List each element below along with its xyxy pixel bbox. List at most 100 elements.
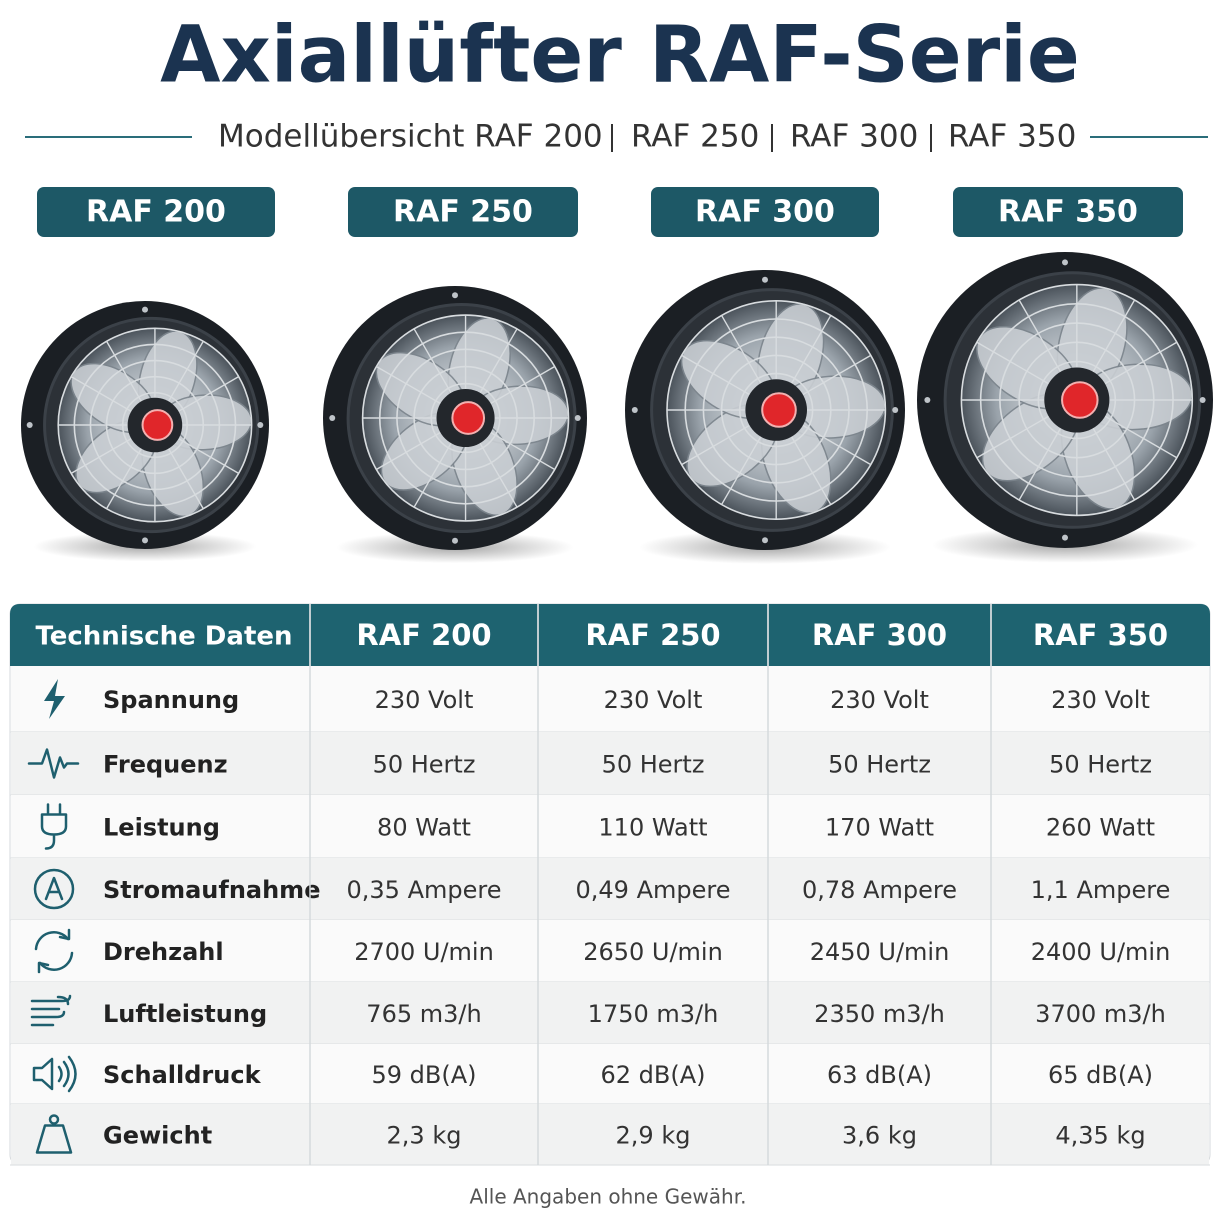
cell-value: 3700 m3/h [1035, 1000, 1166, 1028]
badge-label: RAF 300 [695, 195, 835, 230]
fan-cap [761, 392, 797, 428]
row-label: Gewicht [103, 1122, 212, 1150]
column-header: RAF 350 [1033, 618, 1168, 652]
cell-value: 63 dB(A) [827, 1061, 932, 1089]
column-header: Technische Daten [35, 622, 292, 652]
cell-value: 230 Volt [375, 686, 474, 714]
icon-part [27, 748, 80, 779]
row-icon [40, 803, 68, 850]
badge-label: RAF 200 [86, 195, 226, 230]
cell-value: 1,1 Ampere [1031, 876, 1171, 904]
cell-value: 4,35 kg [1055, 1122, 1145, 1150]
row-label: Schalldruck [103, 1061, 262, 1089]
cell-value: 230 Volt [830, 686, 929, 714]
icon-part [35, 1124, 73, 1154]
spec-table: Technische Daten RAF 200 RAF 250 RAF 300 RAF… [9, 603, 1211, 1166]
icon-part [48, 1114, 60, 1125]
cell-value: 110 Watt [598, 814, 707, 842]
fan-hole [26, 422, 33, 428]
badge-label: RAF 250 [393, 195, 533, 230]
row-bg [11, 732, 1209, 795]
fan-hole [762, 537, 768, 544]
row-label: Leistung [103, 814, 220, 842]
cell-value: 80 Watt [377, 814, 471, 842]
row-icon [27, 748, 80, 779]
fan-hole [1199, 397, 1206, 403]
fan-cap [1061, 381, 1099, 419]
cell-value: 2,3 kg [387, 1122, 462, 1150]
fan-hole [142, 537, 148, 544]
cell-value: 2450 U/min [810, 938, 950, 966]
cell-value: 62 dB(A) [600, 1061, 705, 1089]
cell-value: 50 Hertz [373, 751, 476, 779]
cell-value: 0,78 Ampere [802, 876, 957, 904]
icon-part [56, 995, 70, 1006]
fan [323, 286, 587, 564]
fan-hole [329, 415, 336, 421]
icon-part [40, 803, 68, 850]
subtitle: Modellübersicht RAF 200 RAF 250 RAF 300 RAF… [218, 119, 1076, 155]
fan-hole [574, 415, 581, 421]
cell-value: 765 m3/h [366, 1000, 481, 1028]
row-icon [44, 679, 65, 719]
fan-hole [924, 397, 931, 403]
fan [625, 270, 905, 564]
row-label: Luftleistung [103, 1000, 267, 1028]
icon-part [32, 1057, 54, 1091]
icon-part [44, 876, 64, 901]
fan-hole [452, 537, 458, 544]
column-header: RAF 250 [585, 618, 720, 652]
row-label: Stromaufnahme [103, 876, 320, 904]
row-icon [34, 928, 74, 974]
subtitle-part: RAF 300 [790, 119, 918, 155]
icon-part [34, 931, 74, 971]
badge-label: RAF 350 [998, 195, 1138, 230]
row-bg [11, 1104, 1209, 1165]
fan-hole [452, 292, 458, 299]
row-icon [33, 868, 75, 910]
fan-hole [631, 407, 638, 413]
row-bg [11, 858, 1209, 920]
cell-value: 0,35 Ampere [347, 876, 502, 904]
cell-value: 260 Watt [1046, 814, 1155, 842]
cell-value: 2650 U/min [583, 938, 723, 966]
cell-value: 0,49 Ampere [576, 876, 731, 904]
fan [917, 252, 1213, 563]
subtitle-part: RAF 250 [631, 119, 759, 155]
cell-value: 50 Hertz [1049, 751, 1152, 779]
fan [21, 301, 269, 562]
row-label: Drehzahl [103, 938, 224, 966]
fan-hole [257, 422, 264, 428]
icon-part [33, 868, 75, 910]
column-header: RAF 300 [812, 618, 947, 652]
footnote: Alle Angaben ohne Gewähr. [470, 1185, 747, 1209]
badge [953, 187, 1183, 237]
cell-value: 2700 U/min [354, 938, 494, 966]
cell-value: 3,6 kg [842, 1122, 917, 1150]
title: Axiallüfter RAF-Serie [160, 10, 1080, 100]
cell-value: 2,9 kg [616, 1122, 691, 1150]
icon-part [57, 1055, 77, 1093]
row-icon [35, 1114, 73, 1154]
row-bg [11, 982, 1209, 1044]
cell-value: 1750 m3/h [588, 1000, 719, 1028]
row-label: Frequenz [103, 751, 228, 779]
subtitle-part: RAF 350 [948, 119, 1076, 155]
badge [348, 187, 578, 237]
icon-part [30, 1010, 66, 1019]
fan-hole [142, 306, 148, 313]
cell-value: 230 Volt [1051, 686, 1150, 714]
cell-value: 50 Hertz [828, 751, 931, 779]
fans [21, 252, 1213, 564]
row-label: Spannung [103, 686, 239, 714]
fan-cap [141, 409, 174, 441]
row-bg [11, 795, 1209, 858]
column-header: RAF 200 [356, 618, 491, 652]
cell-value: 59 dB(A) [371, 1061, 476, 1089]
fan-hole [1062, 259, 1068, 266]
fan-hole [1062, 534, 1068, 541]
badge [37, 187, 275, 237]
cell-value: 2400 U/min [1031, 938, 1171, 966]
row-icon [32, 1055, 77, 1093]
